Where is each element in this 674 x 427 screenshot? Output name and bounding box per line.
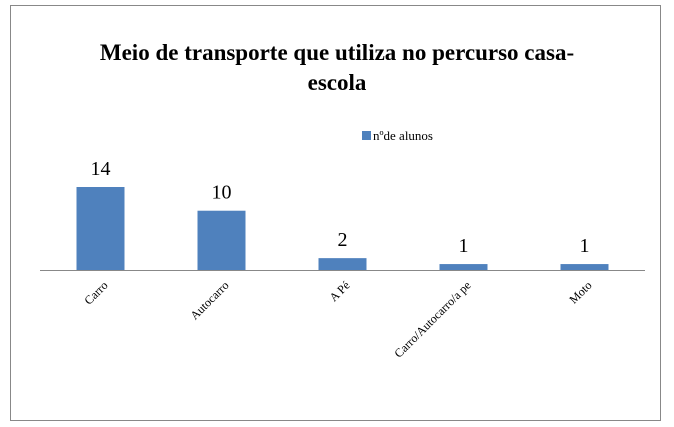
data-label: 1 bbox=[459, 235, 469, 257]
bar bbox=[76, 187, 125, 270]
legend-label: nºde alunos bbox=[373, 128, 433, 143]
data-label: 14 bbox=[91, 158, 111, 180]
legend-swatch bbox=[362, 131, 371, 140]
bar bbox=[197, 210, 246, 270]
bar bbox=[560, 264, 609, 270]
bar bbox=[439, 264, 488, 270]
data-label: 2 bbox=[338, 229, 348, 251]
data-label: 10 bbox=[212, 182, 232, 204]
chart-title: Meio de transporte que utiliza no percur… bbox=[99, 40, 575, 95]
data-label: 1 bbox=[580, 235, 590, 257]
bar bbox=[318, 258, 367, 270]
